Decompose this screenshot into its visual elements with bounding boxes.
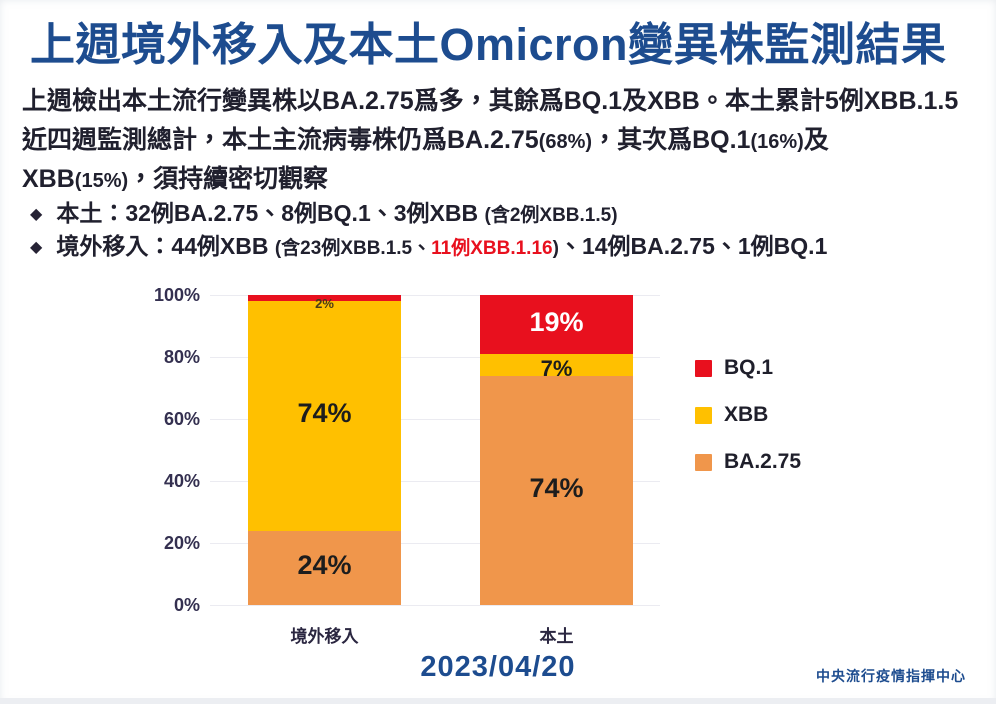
bar-segment-bq-1 (480, 295, 633, 354)
legend-swatch-icon (695, 453, 712, 471)
legend-label: BQ.1 (724, 356, 774, 379)
bar-segment-ba-2-75 (480, 375, 633, 605)
y-axis-tick-label: 40% (163, 471, 200, 491)
text-segment: 境外移入：44例XBB (56, 233, 275, 259)
gridline (210, 419, 660, 420)
bullet-list: ◆ 本土：32例BA.2.75、8例BQ.1、3例XBB (含2例XBB.1.5)… (30, 197, 980, 263)
paragraph-line: XBB(15%)，須持續密切觀察 (22, 160, 982, 199)
chart-legend: BQ.1 XBB BA.2.75 (695, 356, 801, 497)
gridline (210, 295, 660, 296)
y-axis-tick-label: 20% (163, 533, 200, 553)
text-segment: 、14例BA.2.75、1例BQ.1 (558, 233, 828, 259)
x-axis-category-label: 境外移入 (290, 627, 359, 646)
legend-label: BA.2.75 (724, 450, 802, 473)
legend-item: BA.2.75 (695, 450, 801, 474)
text-segment: (15%) (74, 170, 129, 192)
gridline (210, 481, 660, 482)
paragraph-line: 近四週監測總計，本土主流病毒株仍爲BA.2.75(68%)，其次爲BQ.1(16… (22, 121, 982, 160)
legend-label: XBB (724, 403, 769, 426)
organization-name: 中央流行疫情指揮中心 (816, 668, 966, 684)
legend-item: BQ.1 (695, 356, 801, 380)
text-segment: 及 (803, 126, 829, 154)
slide-bottom-edge (0, 698, 996, 704)
gridline (210, 357, 660, 358)
text-segment: ，須持續密切觀察 (128, 165, 329, 193)
legend-swatch-icon (695, 406, 712, 424)
bar-segment-bq-1 (248, 295, 401, 302)
bar-segment-xbb (480, 353, 633, 376)
bar-segment-xbb (248, 301, 401, 531)
y-axis-tick-label: 0% (173, 595, 200, 615)
text-segment: 本土：32例BA.2.75、8例BQ.1、3例XBB (56, 200, 485, 226)
bullet-item: ◆ 境外移入：44例XBB (含23例XBB.1.5、11例XBB.1.16)、1… (30, 230, 980, 263)
text-segment: 近四週監測總計，本土主流病毒株仍爲BA.2.75 (22, 126, 539, 154)
text-segment: (含23例XBB.1.5、 (274, 238, 432, 259)
text-segment: XBB (22, 165, 75, 193)
gridline (210, 543, 660, 544)
y-axis-tick-label: 80% (163, 347, 200, 367)
text-segment: ) (552, 238, 559, 259)
diamond-bullet-icon: ◆ (30, 206, 43, 223)
y-axis-tick-label: 100% (153, 285, 200, 305)
text-segment: ，其次爲BQ.1 (592, 126, 751, 154)
x-axis-category-label: 本土 (539, 627, 574, 646)
y-axis-tick-label: 60% (163, 409, 200, 429)
paragraph-line: 上週檢出本土流行變異株以BA.2.75爲多，其餘爲BQ.1及XBB。本土累計5例… (22, 82, 982, 121)
legend-swatch-icon (695, 359, 712, 377)
report-date: 2023/04/20 (420, 651, 576, 683)
bullet-item: ◆ 本土：32例BA.2.75、8例BQ.1、3例XBB (含2例XBB.1.5) (30, 197, 980, 230)
page-title: 上週境外移入及本土Omicron變異株監測結果 (30, 19, 947, 70)
bar-segment-ba-2-75 (248, 530, 401, 605)
text-segment: 上週檢出本土流行變異株以BA.2.75爲多，其餘爲BQ.1及XBB。本土累計5例… (22, 87, 959, 115)
text-segment: 11例XBB.1.16 (431, 238, 553, 259)
diamond-bullet-icon: ◆ (30, 239, 43, 256)
summary-paragraph: 上週檢出本土流行變異株以BA.2.75爲多，其餘爲BQ.1及XBB。本土累計5例… (22, 82, 982, 199)
text-segment: (含2例XBB.1.5) (484, 205, 618, 226)
text-segment: (16%) (750, 131, 804, 153)
legend-item: XBB (695, 403, 801, 427)
gridline (210, 605, 660, 606)
text-segment: (68%) (538, 131, 593, 153)
